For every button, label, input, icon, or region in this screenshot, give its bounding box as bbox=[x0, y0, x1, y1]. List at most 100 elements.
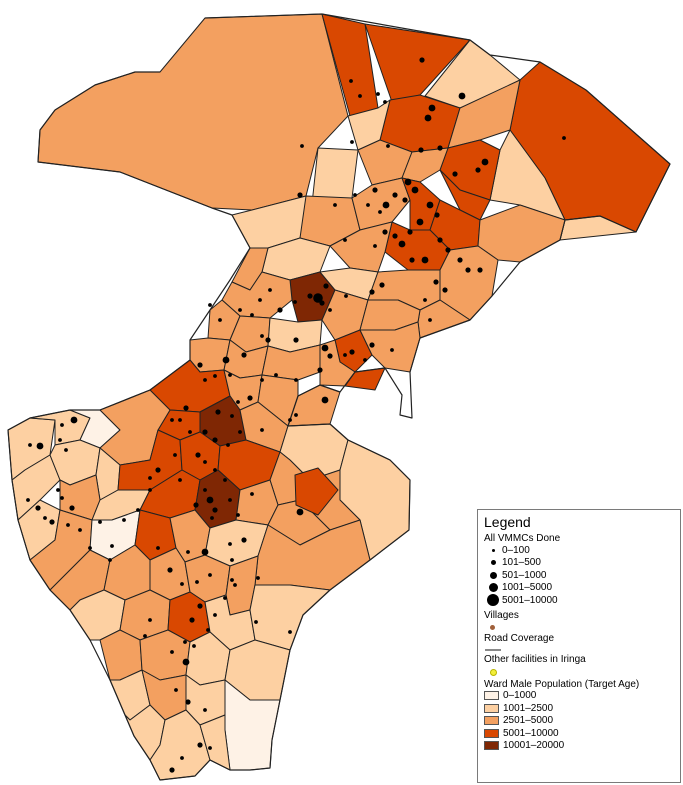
vmmc-dot bbox=[203, 378, 207, 382]
ward-polygon bbox=[439, 139, 501, 201]
vmmc-dot bbox=[379, 282, 385, 288]
ward-polygon bbox=[351, 177, 411, 231]
vmmc-dot bbox=[78, 528, 82, 532]
vmmc-dot bbox=[416, 218, 424, 226]
vmmc-dot bbox=[110, 544, 114, 548]
vmmc-dot bbox=[423, 298, 427, 302]
pop-class-5: 10001–20000 bbox=[484, 740, 674, 753]
legend-title: Legend bbox=[484, 514, 531, 530]
vmmc-dot bbox=[64, 448, 68, 452]
map-legend: Legend All VMMCs Done 0–100 101–500 501–… bbox=[477, 509, 681, 783]
vmmc-class-1-label: 0–100 bbox=[502, 544, 530, 556]
vmmc-dot bbox=[183, 640, 187, 644]
vmmc-dot bbox=[366, 203, 370, 207]
pop-class-2: 1001–2500 bbox=[484, 702, 674, 715]
vmmc-dot bbox=[288, 418, 292, 422]
vmmc-dot bbox=[419, 57, 425, 63]
ward-polygon bbox=[439, 169, 491, 221]
vmmc-dot bbox=[477, 267, 483, 273]
pop-class-5-label: 10001–20000 bbox=[503, 740, 565, 752]
road-line-icon bbox=[485, 648, 501, 651]
vmmc-dot bbox=[167, 567, 173, 573]
vmmc-dot bbox=[108, 558, 112, 562]
vmmc-dot bbox=[294, 378, 298, 382]
vmmc-dot bbox=[56, 488, 60, 492]
vmmc-dot bbox=[265, 337, 271, 343]
vmmc-dot bbox=[376, 92, 380, 96]
pop-swatch-4 bbox=[484, 728, 499, 738]
pop-swatch-5 bbox=[484, 741, 499, 751]
vmmc-dot bbox=[445, 247, 451, 253]
ward-polygon bbox=[37, 13, 349, 211]
vmmc-class-2-label: 101–500 bbox=[502, 557, 541, 569]
vmmc-dot bbox=[307, 293, 313, 299]
pop-class-4-label: 5001–10000 bbox=[503, 727, 559, 739]
vmmc-dot bbox=[169, 767, 175, 773]
vmmc-dot bbox=[390, 348, 394, 352]
pop-class-4: 5001–10000 bbox=[484, 727, 674, 740]
vmmc-dot bbox=[349, 79, 353, 83]
vmmc-dot bbox=[70, 416, 78, 424]
vmmc-dot bbox=[349, 349, 355, 355]
vmmc-dot bbox=[148, 488, 152, 492]
vmmc-dot bbox=[238, 308, 242, 312]
vmmc-dot bbox=[321, 396, 329, 404]
vmmc-dot bbox=[69, 505, 75, 511]
vmmc-dot bbox=[382, 201, 390, 209]
vmmc-dot bbox=[60, 423, 64, 427]
vmmc-dot bbox=[238, 430, 242, 434]
vmmc-dot bbox=[28, 443, 32, 447]
vmmc-dot bbox=[392, 192, 398, 198]
vmmc-dot bbox=[386, 144, 390, 148]
vmmc-dot bbox=[433, 279, 439, 285]
vmmc-dot bbox=[195, 580, 199, 584]
roads-legend-label: Road Coverage bbox=[484, 632, 555, 644]
vmmc-dot bbox=[434, 212, 440, 218]
vmmc-dot bbox=[223, 596, 227, 600]
vmmc-dot bbox=[250, 313, 254, 317]
population-legend-title: Ward Male Population (Target Age) bbox=[484, 678, 640, 690]
vmmc-dot bbox=[215, 409, 221, 415]
vmmc-dot bbox=[226, 443, 230, 447]
vmmc-dot bbox=[222, 356, 230, 364]
vmmc-dot bbox=[465, 267, 471, 273]
vmmc-dot bbox=[350, 140, 354, 144]
vmmc-dot bbox=[228, 373, 232, 377]
vmmc-dot bbox=[230, 558, 234, 562]
vmmc-dot bbox=[268, 288, 272, 292]
vmmc-dot bbox=[297, 192, 303, 198]
vmmc-dot bbox=[213, 468, 217, 472]
vmmc-dot bbox=[421, 256, 429, 264]
vmmc-class-5: 5001–10000 bbox=[484, 594, 674, 607]
vmmc-dot bbox=[60, 496, 64, 500]
region-boundary bbox=[7, 13, 671, 781]
vmmc-dot bbox=[213, 613, 217, 617]
pop-class-1: 0–1000 bbox=[484, 690, 674, 703]
vmmc-dot bbox=[382, 229, 388, 235]
vmmc-dot bbox=[294, 413, 298, 417]
vmmc-dot bbox=[293, 300, 297, 304]
vmmc-class-1: 0–100 bbox=[484, 544, 674, 557]
vmmc-dot bbox=[353, 193, 357, 197]
vmmc-dot bbox=[418, 147, 424, 153]
vmmc-dot bbox=[323, 283, 329, 289]
vmmc-dot bbox=[230, 414, 234, 418]
facilities-legend-label: Other facilities in Iringa bbox=[484, 653, 586, 665]
vmmc-dot bbox=[260, 428, 264, 432]
vmmc-dot bbox=[178, 478, 182, 482]
vmmc-dot bbox=[148, 476, 152, 480]
vmmc-dot bbox=[66, 523, 70, 527]
vmmc-dot bbox=[344, 294, 348, 298]
vmmc-dot bbox=[36, 442, 44, 450]
vmmc-legend-title: All VMMCs Done bbox=[484, 533, 561, 544]
vmmc-dot bbox=[277, 307, 283, 313]
vmmc-dot bbox=[317, 367, 323, 373]
pop-class-1-label: 0–1000 bbox=[503, 690, 537, 702]
vmmc-dot bbox=[363, 358, 367, 362]
ward-polygon bbox=[447, 79, 521, 149]
vmmc-dot bbox=[260, 334, 264, 338]
vmmc-dot bbox=[183, 405, 189, 411]
vmmc-dot bbox=[392, 233, 398, 239]
vmmc-dot bbox=[197, 742, 203, 748]
vmmc-dot bbox=[250, 492, 254, 496]
